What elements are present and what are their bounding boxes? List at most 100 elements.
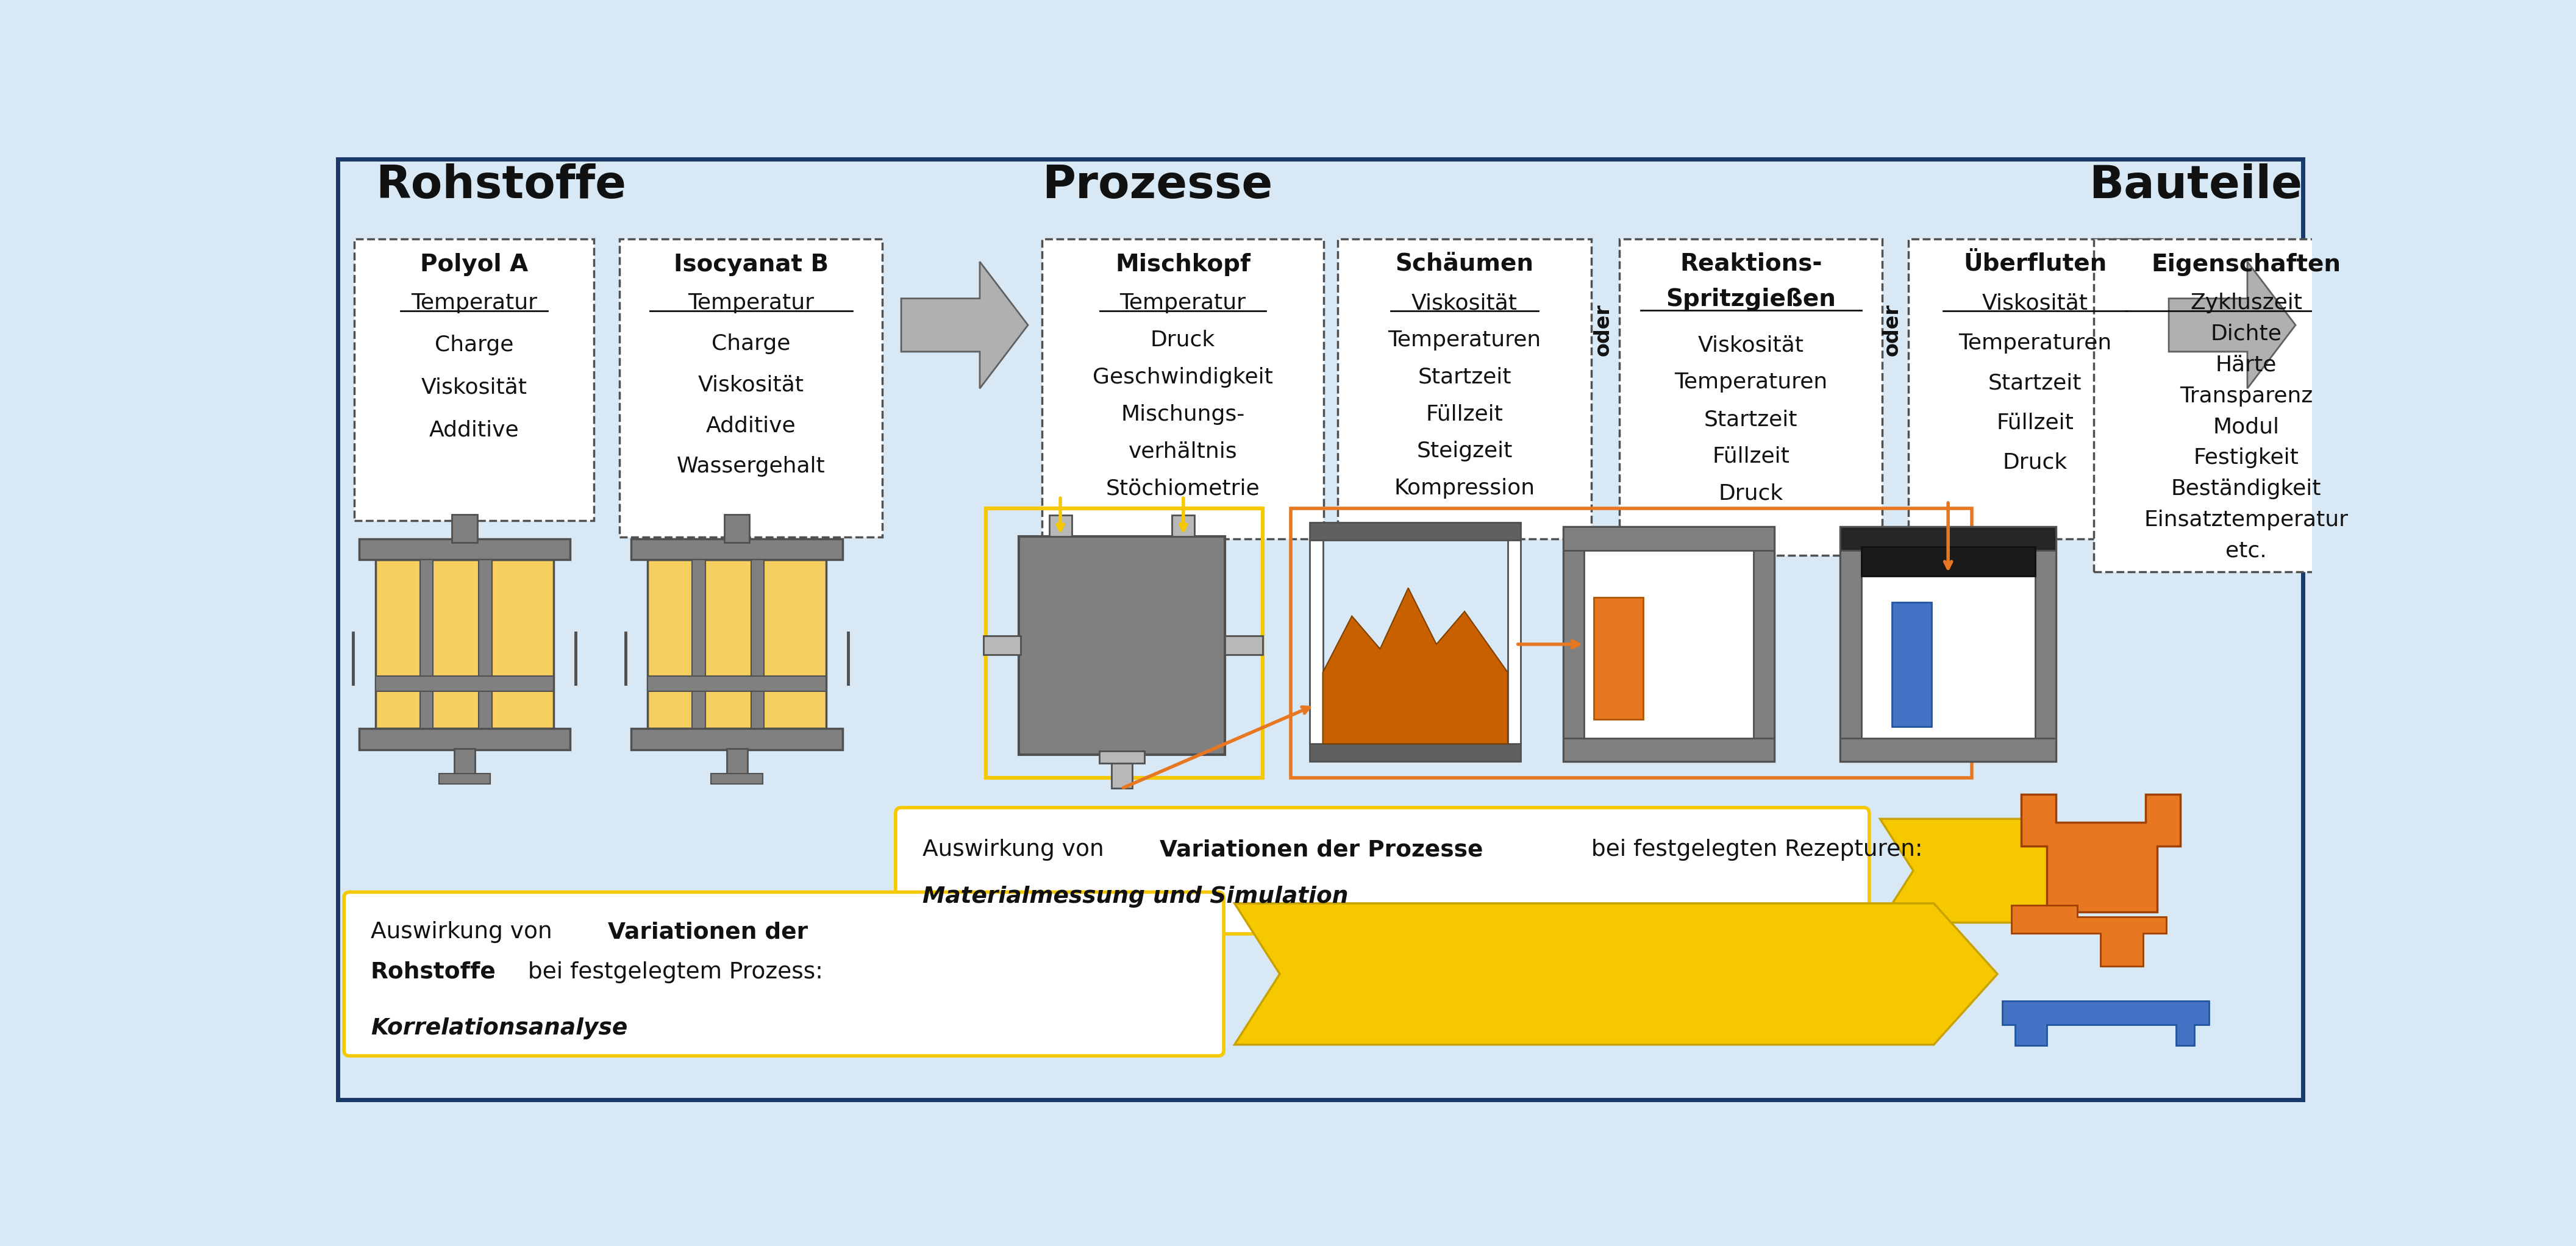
Bar xyxy=(479,559,492,729)
Bar xyxy=(2094,239,2398,572)
Text: Additive: Additive xyxy=(430,420,518,440)
Text: Auswirkung von: Auswirkung von xyxy=(371,921,559,943)
Polygon shape xyxy=(1234,903,1996,1044)
Bar xyxy=(1839,738,2056,761)
Text: Überfluten: Überfluten xyxy=(1963,253,2107,275)
Bar xyxy=(1337,239,1592,540)
FancyBboxPatch shape xyxy=(345,892,1224,1055)
Text: Füllzeit: Füllzeit xyxy=(1996,412,2074,434)
Bar xyxy=(1595,597,1643,719)
Text: Auswirkung von: Auswirkung von xyxy=(922,839,1110,861)
Text: bei festgelegtem Prozess:: bei festgelegtem Prozess: xyxy=(520,961,824,983)
Text: Temperaturen: Temperaturen xyxy=(1388,330,1540,350)
Bar xyxy=(420,559,433,729)
Text: Viskosität: Viskosität xyxy=(1698,335,1803,355)
Bar xyxy=(1839,527,2056,551)
Text: Bauteile: Bauteile xyxy=(2089,163,2303,208)
Bar xyxy=(453,749,474,779)
Bar xyxy=(1909,239,2161,540)
Text: oder: oder xyxy=(1880,304,1901,356)
Text: Temperatur: Temperatur xyxy=(410,293,536,314)
Text: Dichte: Dichte xyxy=(2210,324,2282,344)
Text: Steigzeit: Steigzeit xyxy=(1417,441,1512,462)
Bar xyxy=(2035,527,2056,761)
Bar xyxy=(1564,527,1584,761)
Text: Korrelationsanalyse: Korrelationsanalyse xyxy=(371,1018,629,1039)
Bar xyxy=(631,729,842,750)
Bar xyxy=(376,559,554,729)
Bar xyxy=(1507,540,1520,744)
Text: Isocyanat B: Isocyanat B xyxy=(672,253,829,275)
Text: etc.: etc. xyxy=(2226,541,2267,561)
Text: Viskosität: Viskosität xyxy=(420,378,528,397)
Bar xyxy=(1309,744,1520,761)
Text: Festigkeit: Festigkeit xyxy=(2195,447,2298,468)
Bar xyxy=(1620,239,1883,556)
Polygon shape xyxy=(2002,1001,2208,1045)
Text: Viskosität: Viskosität xyxy=(698,374,804,395)
Polygon shape xyxy=(2169,262,2295,389)
Bar xyxy=(1048,515,1072,536)
Bar xyxy=(438,774,489,784)
Bar xyxy=(1291,508,1971,778)
Bar xyxy=(376,677,554,692)
Text: Zykluszeit: Zykluszeit xyxy=(2190,293,2303,314)
Text: Geschwindigkeit: Geschwindigkeit xyxy=(1092,366,1273,388)
Text: Materialmessung und Simulation: Materialmessung und Simulation xyxy=(922,886,1347,908)
Bar xyxy=(1564,738,1775,761)
Text: Startzeit: Startzeit xyxy=(1705,409,1798,430)
Text: verhältnis: verhältnis xyxy=(1128,441,1236,462)
Bar xyxy=(451,515,477,542)
Bar xyxy=(1043,239,1324,540)
Text: Rohstoffe: Rohstoffe xyxy=(371,961,497,983)
Bar xyxy=(987,508,1262,778)
Text: Variationen der: Variationen der xyxy=(608,921,809,943)
Bar xyxy=(1018,536,1226,755)
Text: Beständigkeit: Beständigkeit xyxy=(2172,478,2321,500)
Bar xyxy=(693,559,706,729)
Text: Charge: Charge xyxy=(435,335,513,355)
Bar xyxy=(1564,527,1775,761)
Bar xyxy=(1110,753,1133,789)
Text: Startzeit: Startzeit xyxy=(1417,366,1512,388)
Text: Modul: Modul xyxy=(2213,416,2280,437)
Bar xyxy=(726,749,747,779)
Text: Temperaturen: Temperaturen xyxy=(1958,333,2112,354)
Text: Mischungs-: Mischungs- xyxy=(1121,404,1244,425)
Text: Mischkopf: Mischkopf xyxy=(1115,253,1249,275)
Text: Startzeit: Startzeit xyxy=(1989,373,2081,394)
Text: Transparenz: Transparenz xyxy=(2179,385,2313,406)
Bar xyxy=(752,559,765,729)
Polygon shape xyxy=(902,262,1028,389)
Polygon shape xyxy=(1324,588,1507,744)
Text: Spritzgießen: Spritzgießen xyxy=(1667,288,1837,312)
Text: Füllzeit: Füllzeit xyxy=(1713,446,1790,467)
Bar xyxy=(724,515,750,542)
Bar xyxy=(618,239,884,537)
Text: Füllzeit: Füllzeit xyxy=(1427,404,1504,425)
Text: Druck: Druck xyxy=(2002,452,2069,473)
Bar xyxy=(647,559,827,729)
Bar xyxy=(1172,515,1195,536)
Text: Prozesse: Prozesse xyxy=(1043,163,1273,208)
Text: Rohstoffe: Rohstoffe xyxy=(376,163,626,208)
Bar xyxy=(358,538,569,559)
Bar xyxy=(1564,527,1775,551)
FancyBboxPatch shape xyxy=(896,807,1870,933)
Text: Einsatztemperatur: Einsatztemperatur xyxy=(2143,510,2349,531)
Polygon shape xyxy=(1880,819,2092,922)
Text: Temperatur: Temperatur xyxy=(688,293,814,314)
Bar xyxy=(984,635,1020,655)
Bar xyxy=(1309,540,1324,744)
Bar xyxy=(647,677,827,692)
Text: Wassergehalt: Wassergehalt xyxy=(677,456,824,477)
Text: oder: oder xyxy=(1592,304,1613,356)
Text: bei festgelegten Rezepturen:: bei festgelegten Rezepturen: xyxy=(1584,839,1922,861)
Bar xyxy=(1839,527,1862,761)
Text: Temperatur: Temperatur xyxy=(1121,293,1247,314)
Text: Viskosität: Viskosität xyxy=(1981,293,2089,314)
Bar xyxy=(1891,602,1932,726)
Text: Charge: Charge xyxy=(711,334,791,354)
Text: Variationen der Prozesse: Variationen der Prozesse xyxy=(1159,839,1484,861)
Bar xyxy=(631,538,842,559)
